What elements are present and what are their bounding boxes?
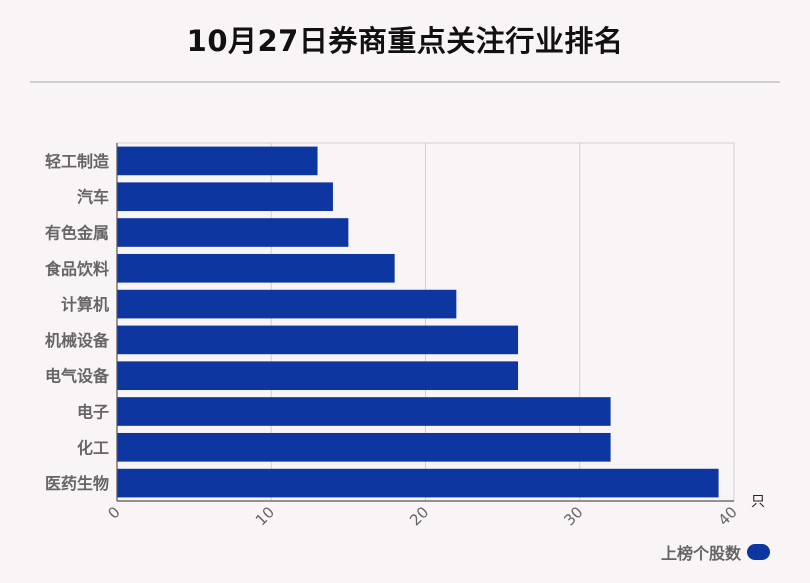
legend: 上榜个股数 bbox=[661, 540, 770, 564]
bar bbox=[117, 397, 611, 426]
category-label: 医药生物 bbox=[45, 474, 109, 493]
category-label: 机械设备 bbox=[45, 331, 110, 350]
bars bbox=[117, 146, 719, 498]
bar bbox=[117, 182, 333, 212]
bar bbox=[117, 218, 349, 247]
bar bbox=[117, 432, 611, 462]
x-tick-label: 10 bbox=[252, 503, 278, 529]
title-divider bbox=[30, 81, 780, 83]
category-label: 化工 bbox=[77, 438, 109, 457]
category-label: 电子 bbox=[77, 403, 109, 422]
x-tick-label: 40 bbox=[715, 503, 741, 529]
category-label: 食品饮料 bbox=[44, 259, 109, 278]
x-tick-label: 20 bbox=[406, 503, 432, 529]
x-tick-label: 0 bbox=[104, 503, 123, 522]
chart-title: 10月27日券商重点关注行业排名 bbox=[186, 24, 624, 58]
legend-label: 上榜个股数 bbox=[660, 544, 741, 563]
bar bbox=[117, 289, 457, 319]
bar bbox=[117, 361, 519, 391]
bar bbox=[117, 146, 318, 176]
x-unit-label: 只 bbox=[751, 494, 765, 510]
category-label: 轻工制造 bbox=[45, 152, 110, 171]
tick-labels: 0 10 20 30 40 bbox=[104, 503, 740, 529]
bar bbox=[117, 468, 719, 498]
x-tick-label: 30 bbox=[560, 503, 586, 529]
legend-swatch bbox=[747, 544, 770, 560]
bar bbox=[117, 253, 395, 283]
category-label: 汽车 bbox=[77, 188, 109, 207]
axes bbox=[116, 143, 734, 502]
category-label: 电气设备 bbox=[45, 367, 110, 386]
bar bbox=[117, 325, 519, 355]
category-label: 有色金属 bbox=[45, 224, 109, 243]
category-label: 计算机 bbox=[61, 295, 109, 314]
